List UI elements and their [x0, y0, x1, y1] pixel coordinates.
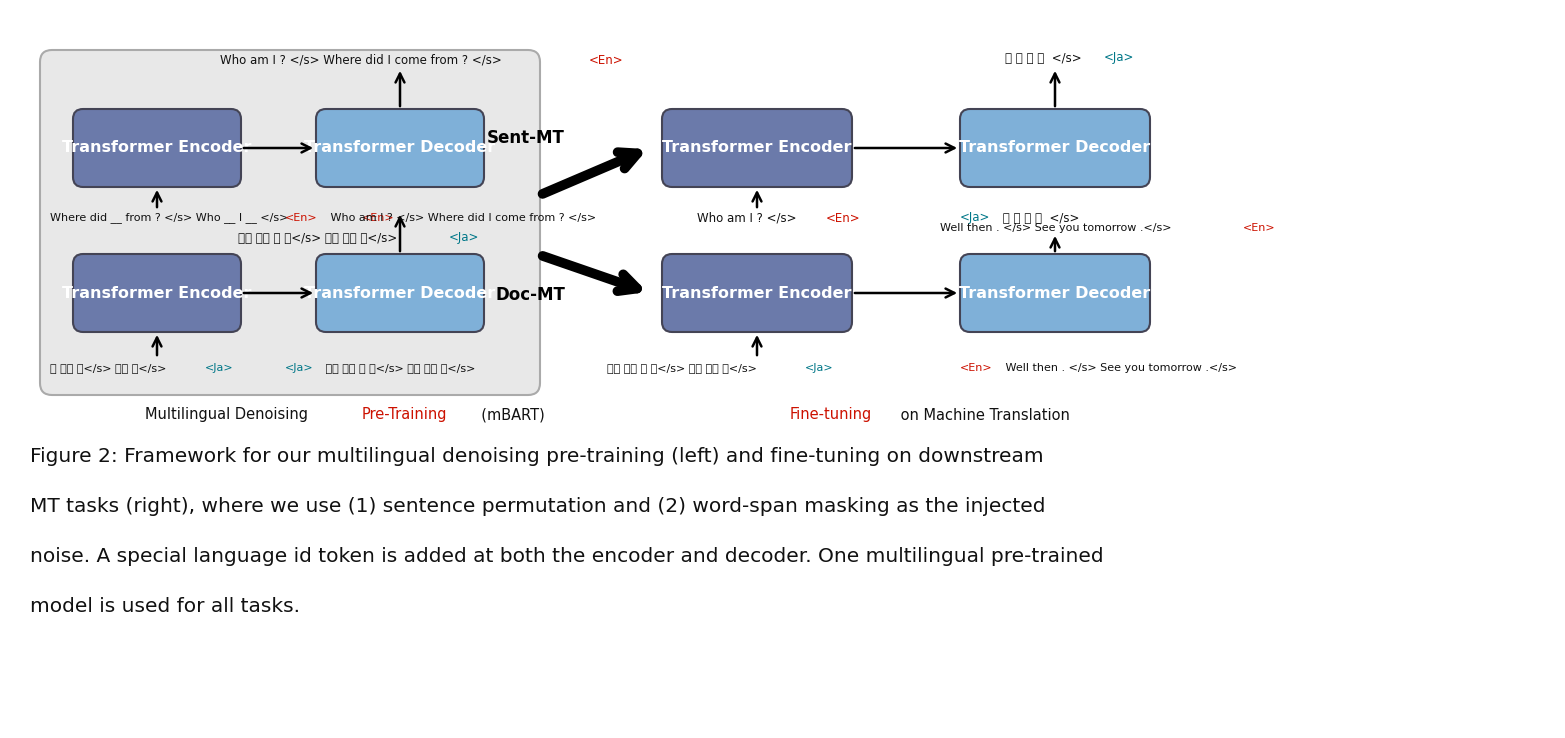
Text: (mBART): (mBART) — [471, 407, 545, 422]
Text: Transformer Encoder: Transformer Encoder — [662, 140, 851, 156]
Text: Doc-MT: Doc-MT — [495, 286, 565, 304]
FancyBboxPatch shape — [959, 254, 1150, 332]
Text: <En>: <En> — [362, 213, 394, 223]
Text: on Machine Translation: on Machine Translation — [897, 407, 1070, 422]
Text: Fine-tuning: Fine-tuning — [790, 407, 872, 422]
Text: MT tasks (right), where we use (1) sentence permutation and (2) word-span maskin: MT tasks (right), where we use (1) sente… — [30, 497, 1045, 516]
Text: Pre-Training: Pre-Training — [362, 407, 446, 422]
Text: Multilingual Denoising: Multilingual Denoising — [146, 407, 313, 422]
Text: それ じゃ あ 、</s> また 明日 。</s>: それ じゃ あ 、</s> また 明日 。</s> — [322, 363, 476, 373]
Text: Who am I ? </s> Where did I come from ? </s>: Who am I ? </s> Where did I come from ? … — [221, 53, 505, 66]
Text: 私 は 誰 ？  </s>: 私 は 誰 ？ </s> — [998, 212, 1080, 224]
FancyBboxPatch shape — [662, 109, 851, 187]
Text: <Ja>: <Ja> — [285, 363, 313, 373]
Text: Who am I ? </s> Where did I come from ? </s>: Who am I ? </s> Where did I come from ? … — [327, 213, 596, 223]
Text: Where did __ from ? </s> Who __ I __ </s>: Where did __ from ? </s> Who __ I __ </s… — [50, 213, 293, 224]
Text: Transformer Decoder: Transformer Decoder — [304, 140, 496, 156]
Text: 私 は 誰 ？  </s>: 私 は 誰 ？ </s> — [1005, 52, 1081, 64]
Text: Transformer Encoder: Transformer Encoder — [63, 140, 252, 156]
Text: Transformer Encoder: Transformer Encoder — [63, 286, 252, 300]
Text: Transformer Decoder: Transformer Decoder — [304, 286, 496, 300]
FancyBboxPatch shape — [316, 109, 484, 187]
Text: Transformer Decoder: Transformer Decoder — [959, 286, 1150, 300]
Text: model is used for all tasks.: model is used for all tasks. — [30, 597, 300, 616]
FancyBboxPatch shape — [959, 109, 1150, 187]
Text: <En>: <En> — [1243, 223, 1275, 233]
Text: Who am I ? </s>: Who am I ? </s> — [696, 212, 797, 224]
FancyBboxPatch shape — [41, 50, 540, 395]
Text: <Ja>: <Ja> — [205, 363, 233, 373]
Text: Well then . </s> See you tomorrow .</s>: Well then . </s> See you tomorrow .</s> — [1002, 363, 1236, 373]
Text: ＿ 明日 。</s> それ ＿</s>: ＿ 明日 。</s> それ ＿</s> — [50, 363, 171, 373]
Text: noise. A special language id token is added at both the encoder and decoder. One: noise. A special language id token is ad… — [30, 547, 1103, 566]
Text: <En>: <En> — [588, 53, 623, 66]
Text: <Ja>: <Ja> — [1103, 52, 1135, 64]
FancyBboxPatch shape — [74, 254, 241, 332]
Text: Well then . </s> See you tomorrow .</s>: Well then . </s> See you tomorrow .</s> — [941, 223, 1175, 233]
Text: Figure 2: Framework for our multilingual denoising pre-training (left) and fine-: Figure 2: Framework for our multilingual… — [30, 447, 1044, 466]
Text: <Ja>: <Ja> — [448, 232, 479, 244]
Text: それ じゃ あ 、</s> また 明日 。</s>: それ じゃ あ 、</s> また 明日 。</s> — [607, 363, 761, 373]
FancyBboxPatch shape — [316, 254, 484, 332]
Text: Sent-MT: Sent-MT — [487, 129, 565, 147]
Text: それ じゃ あ 、</s> また 明日 。</s>: それ じゃ あ 、</s> また 明日 。</s> — [238, 232, 401, 244]
Text: <En>: <En> — [825, 212, 861, 224]
Text: Transformer Decoder: Transformer Decoder — [959, 140, 1150, 156]
FancyBboxPatch shape — [662, 254, 851, 332]
Text: <En>: <En> — [285, 213, 318, 223]
Text: <En>: <En> — [959, 363, 992, 373]
Text: <Ja>: <Ja> — [804, 363, 834, 373]
Text: Transformer Encoder: Transformer Encoder — [662, 286, 851, 300]
Text: <Ja>: <Ja> — [959, 212, 991, 224]
FancyBboxPatch shape — [74, 109, 241, 187]
